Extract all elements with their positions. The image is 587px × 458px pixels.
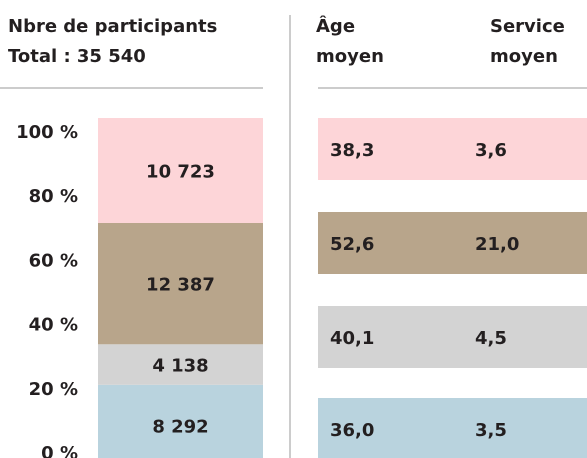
data-label: 10 723 <box>146 161 215 182</box>
bar-segment <box>98 118 263 223</box>
column-header: moyen <box>490 46 558 67</box>
y-tick-label: 80 % <box>29 186 78 207</box>
y-tick-label: 20 % <box>29 379 78 400</box>
data-label: 12 387 <box>146 275 215 296</box>
bar-segment <box>98 384 263 458</box>
table-row <box>318 212 587 274</box>
subtitle: Total : 35 540 <box>8 46 146 67</box>
y-tick-label: 100 % <box>16 122 78 143</box>
y-tick-label: 0 % <box>41 443 78 458</box>
column-header: Service <box>490 16 565 37</box>
table-row <box>318 306 587 368</box>
table-cell: 21,0 <box>475 234 519 255</box>
table-row <box>318 398 587 458</box>
table-cell: 40,1 <box>330 328 374 349</box>
data-label: 8 292 <box>152 416 208 437</box>
y-tick-label: 40 % <box>29 315 78 336</box>
table-cell: 3,5 <box>475 420 507 441</box>
table-cell: 36,0 <box>330 420 374 441</box>
column-header: moyen <box>316 46 384 67</box>
table-cell: 38,3 <box>330 140 374 161</box>
table-cell: 52,6 <box>330 234 374 255</box>
bar-segment <box>98 222 263 345</box>
table-cell: 4,5 <box>475 328 507 349</box>
table-row <box>318 118 587 180</box>
data-label: 4 138 <box>152 356 208 377</box>
column-header: Âge <box>316 15 355 37</box>
title: Nbre de participants <box>8 16 217 37</box>
bar-segment <box>98 344 263 385</box>
table-cell: 3,6 <box>475 140 507 161</box>
y-tick-label: 60 % <box>29 250 78 271</box>
